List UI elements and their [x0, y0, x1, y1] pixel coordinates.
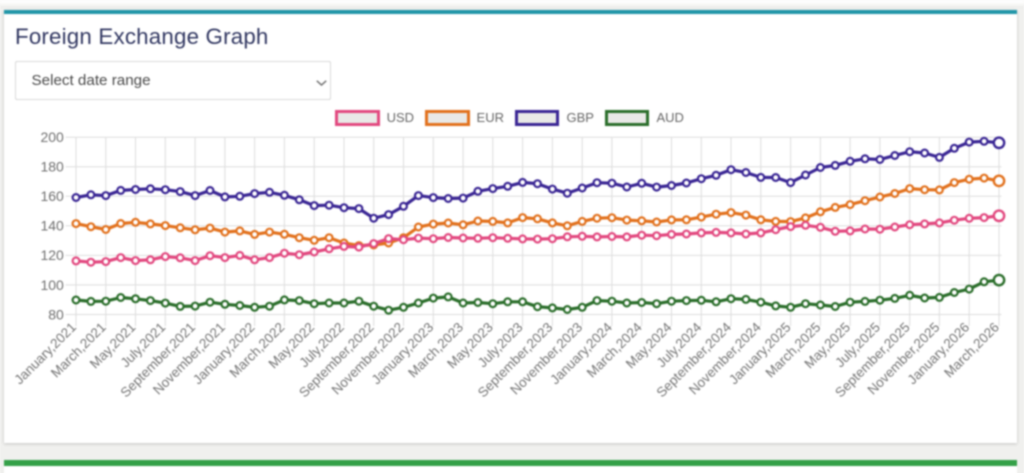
svg-text:200: 200 — [40, 129, 64, 145]
svg-text:120: 120 — [40, 247, 64, 263]
svg-text:140: 140 — [40, 218, 64, 234]
svg-text:180: 180 — [40, 159, 64, 175]
svg-text:100: 100 — [40, 277, 64, 293]
svg-text:80: 80 — [48, 306, 64, 322]
svg-text:160: 160 — [40, 188, 64, 204]
